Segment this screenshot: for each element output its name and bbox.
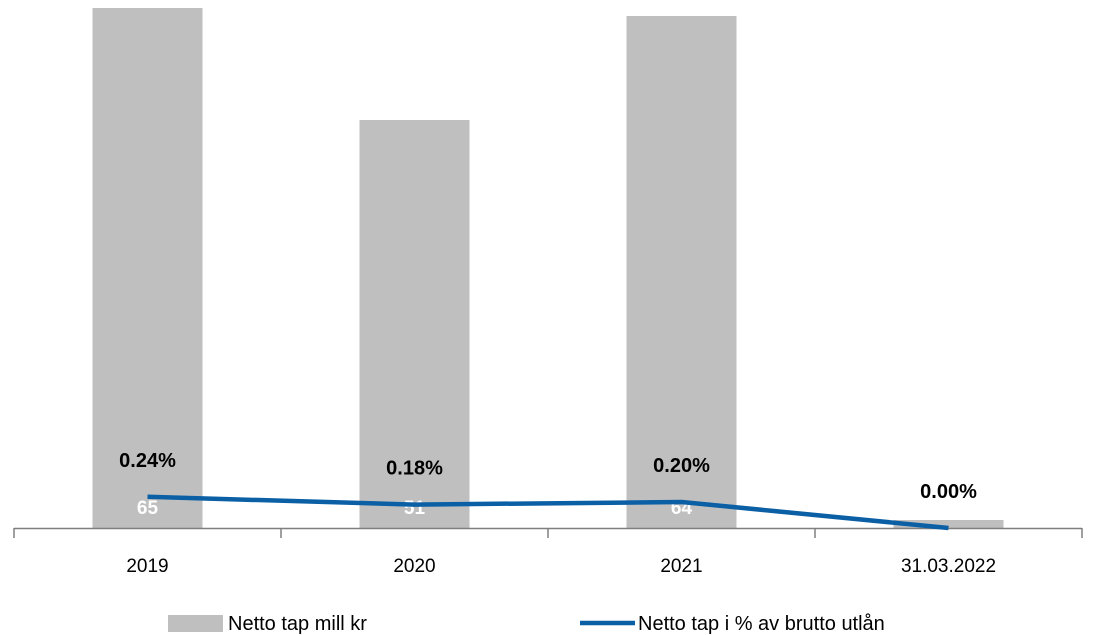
bar-value-label: 51 — [404, 498, 426, 519]
x-axis-ticks — [13, 528, 1083, 538]
line-value-label: 0.20% — [653, 455, 710, 477]
legend-line-label: Netto tap i % av brutto utlån — [638, 613, 885, 635]
x-axis-tick-labels: 2019 2020 2021 31.03.2022 — [126, 556, 996, 577]
x-tick-label: 2019 — [126, 556, 168, 577]
bar-series — [92, 8, 1004, 528]
legend: Netto tap mill kr Netto tap i % av brutt… — [168, 613, 885, 635]
bar-value-label: 65 — [137, 498, 159, 519]
x-tick-label: 2021 — [660, 556, 702, 577]
bar-2021 — [626, 16, 737, 528]
x-tick-label: 2020 — [393, 556, 435, 577]
x-tick-label: 31.03.2022 — [901, 556, 996, 577]
legend-bar-label: Netto tap mill kr — [228, 613, 367, 635]
bar-31.03.2022 — [893, 520, 1004, 528]
line-value-label: 0.00% — [920, 481, 977, 503]
line-data-labels: 0.24% 0.18% 0.20% 0.00% — [119, 450, 977, 503]
bar-2019 — [92, 8, 203, 528]
legend-bar-swatch — [168, 615, 223, 632]
line-series — [147, 494, 949, 531]
line-value-label: 0.24% — [119, 450, 176, 472]
bar-2020 — [359, 120, 470, 528]
line-value-label: 0.18% — [386, 458, 443, 480]
